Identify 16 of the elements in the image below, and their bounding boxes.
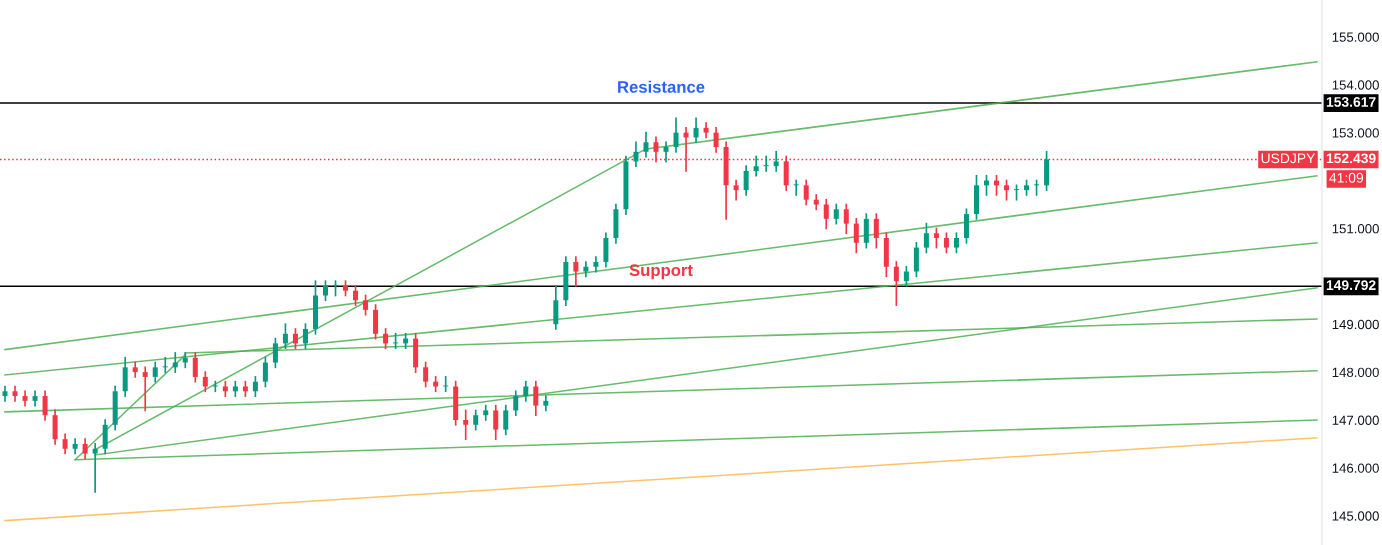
y-tick-label: 147.000 [1332,415,1379,425]
y-tick-label: 145.000 [1332,511,1379,521]
ref-line-label: 152.439 [1326,153,1376,164]
annotation: USDJPY [1261,153,1316,164]
y-tick-label: 153.000 [1332,128,1379,138]
y-tick-label: 148.000 [1332,367,1379,378]
ref-line-label: 153.617 [1326,97,1376,107]
annotation: Resistance [618,80,705,93]
text: 41:09 [1329,172,1364,183]
y-tick-label: 151.000 [1332,224,1379,234]
annotation: Support [629,264,693,280]
y-tick-label: 155.000 [1332,32,1379,42]
y-tick-label: 149.000 [1332,319,1379,330]
ref-line-label: 149.792 [1326,280,1376,291]
y-tick-label: 154.000 [1332,80,1379,90]
y-tick-label: 146.000 [1332,463,1379,473]
